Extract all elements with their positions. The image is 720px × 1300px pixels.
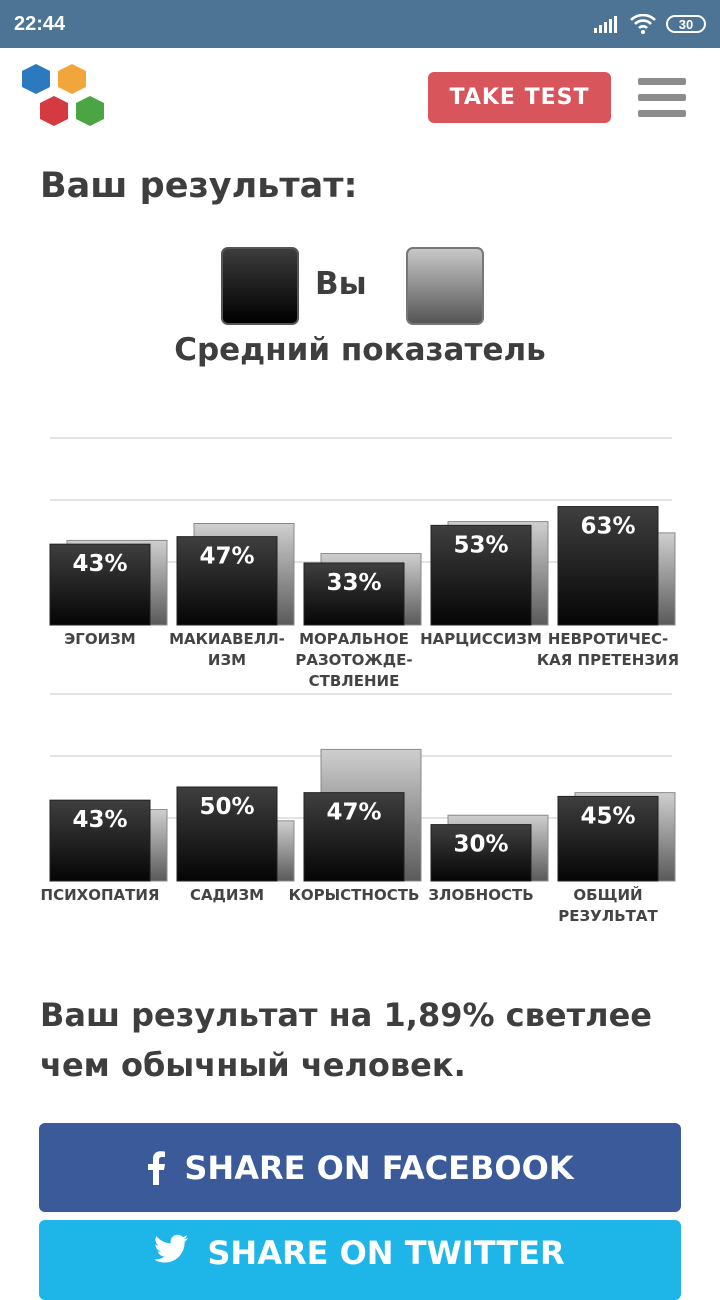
category-label: МАКИАВЕЛЛ- [169,630,285,648]
facebook-icon [146,1150,166,1185]
data-label: 43% [72,551,127,577]
hexagon-logo-icon[interactable] [18,62,110,132]
bar-you [176,536,278,626]
result-summary: Ваш результат на 1,89% светлее чем обычн… [40,996,652,1084]
bar-you [303,792,405,882]
category-label: САДИЗМ [190,886,264,904]
battery-icon: 30 [666,15,706,33]
category-label: МОРАЛЬНОЕ [299,630,409,648]
category-label: ЗЛОБНОСТЬ [428,886,533,904]
status-icons: 30 [594,14,706,34]
category-label: ЭГОИЗМ [64,630,135,648]
bar-you [557,795,659,882]
data-label: 33% [326,570,381,596]
bar-you [430,524,532,626]
page-title: Ваш результат: [40,166,358,206]
bar-you [176,786,278,882]
category-label: ОБЩИЙ [573,885,642,904]
category-label: РЕЗУЛЬТАТ [558,907,658,925]
data-label: 30% [453,832,508,858]
signal-icon [594,16,617,33]
battery-level: 30 [678,16,694,32]
share-facebook-button[interactable]: SHARE ON FACEBOOK [39,1123,681,1212]
data-label: 43% [72,807,127,833]
category-label: КАЯ ПРЕТЕНЗИЯ [537,651,679,669]
bar-you [49,799,151,882]
data-label: 47% [326,800,381,826]
category-label: ИЗМ [208,651,246,669]
bar-you [303,562,405,626]
legend-label-you: Вы [315,266,367,302]
category-label: СТВЛЕНИЕ [309,672,400,690]
bar-you [49,543,151,626]
data-label: 45% [580,803,635,829]
results-bar-chart: 43% ЭГОИЗМ 47% МАКИАВЕЛЛ- ИЗМ 33% МОРАЛЬНОЕ РАЗ… [41,437,679,925]
data-label: 47% [199,544,254,570]
category-label: РАЗОТОЖДЕ- [295,651,412,669]
legend-label-average: Средний показатель [174,332,546,368]
take-test-button[interactable]: TAKE TEST [428,72,611,123]
data-label: 63% [580,514,635,540]
wifi-icon [630,14,656,34]
category-label: ПСИХОПАТИЯ [41,886,160,904]
bar-you [557,506,659,626]
menu-icon[interactable] [638,78,686,118]
category-label: НАРЦИССИЗМ [420,630,542,648]
share-facebook-label: SHARE ON FACEBOOK [184,1148,574,1187]
site-header: TAKE TEST [0,48,720,148]
bar-you [430,824,532,882]
category-label: НЕВРОТИЧЕС- [548,630,668,648]
category-label: КОРЫСТНОСТЬ [289,886,420,904]
chart-legend: Вы Средний показатель [0,246,720,376]
legend-swatch-you [221,247,299,325]
clock: 22:44 [14,12,66,35]
data-label: 50% [199,794,254,820]
twitter-icon [155,1234,189,1264]
data-label: 53% [453,532,508,558]
share-twitter-label: SHARE ON TWITTER [207,1234,565,1272]
status-bar: 22:44 30 [0,0,720,48]
legend-swatch-average [406,247,484,325]
share-twitter-button[interactable]: SHARE ON TWITTER [39,1220,681,1300]
